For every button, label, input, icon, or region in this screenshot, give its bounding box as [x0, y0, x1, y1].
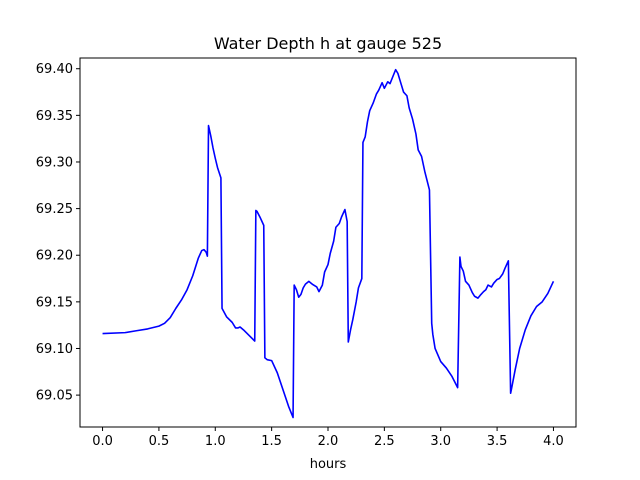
x-tick-label: 1.5 — [261, 434, 282, 449]
x-tick-label: 2.5 — [374, 434, 395, 449]
y-axis: 69.05 69.10 69.15 69.20 69.25 69.30 69.35 69.40 — [36, 62, 80, 404]
x-tick-label: 3.0 — [430, 434, 451, 449]
y-tick-label: 69.40 — [36, 62, 73, 77]
y-tick-label: 69.05 — [36, 389, 73, 404]
x-tick-label: 4.0 — [543, 434, 564, 449]
series-line — [102, 68, 555, 419]
x-tick-label: 2.0 — [318, 434, 339, 449]
y-tick-label: 69.35 — [36, 109, 73, 124]
y-tick-label: 69.10 — [36, 342, 73, 357]
x-axis-label: hours — [310, 457, 347, 472]
plot-series — [102, 68, 555, 419]
x-tick-label: 3.5 — [487, 434, 508, 449]
x-tick-label: 0.5 — [149, 434, 170, 449]
y-tick-label: 69.15 — [36, 295, 73, 310]
plot-frame — [79, 57, 577, 428]
x-axis: 0.0 0.5 1.0 1.5 2.0 2.5 3.0 3.5 4.0 — [92, 427, 564, 449]
x-tick-label: 0.0 — [92, 434, 113, 449]
x-tick-label: 1.0 — [205, 434, 226, 449]
y-tick-label: 69.20 — [36, 249, 73, 264]
y-tick-label: 69.30 — [36, 155, 73, 170]
chart-title: Water Depth h at gauge 525 — [214, 34, 442, 53]
y-tick-label: 69.25 — [36, 202, 73, 217]
